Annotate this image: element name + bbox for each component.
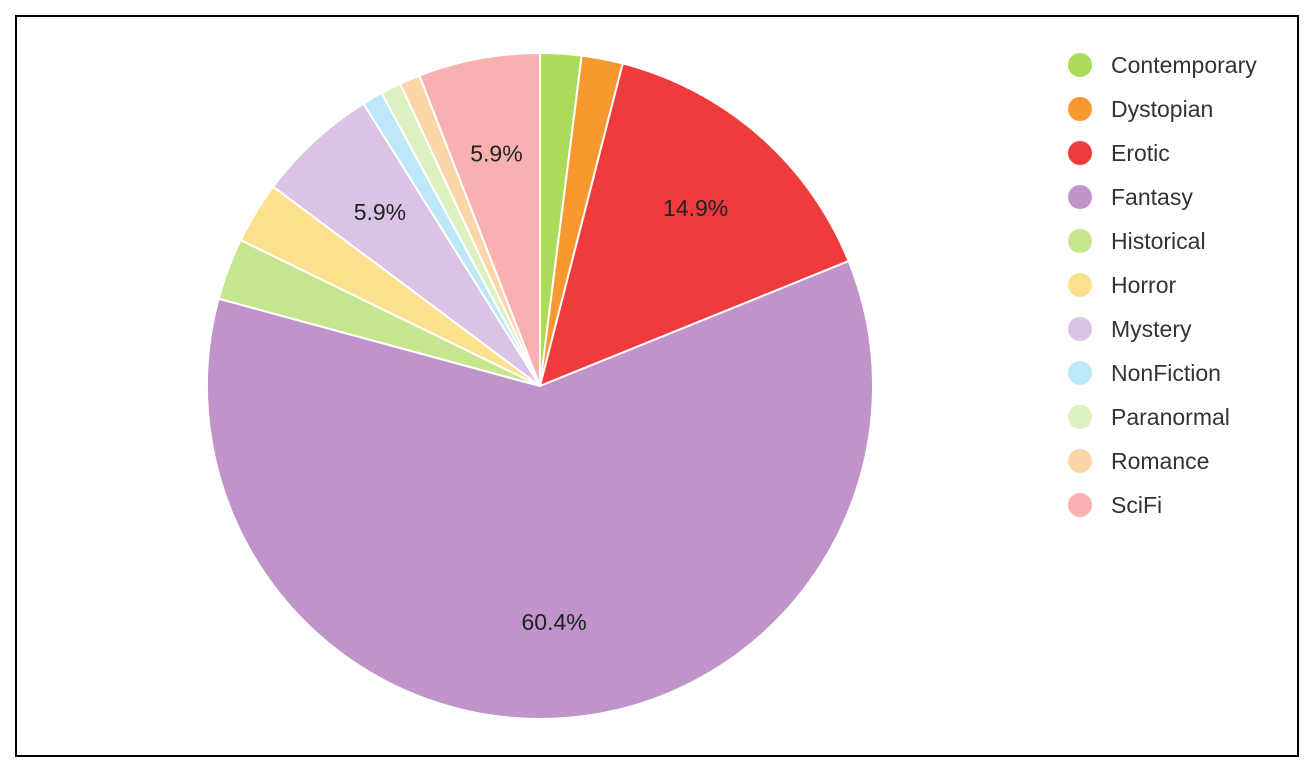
legend-label: Horror [1111, 271, 1177, 298]
pie-slice-fantasy [206, 259, 874, 720]
slice-label-fantasy: 60.4% [521, 609, 586, 635]
legend-label: Fantasy [1111, 183, 1193, 210]
legend-swatch [1068, 317, 1092, 341]
legend-label: SciFi [1111, 491, 1163, 518]
legend-swatch [1068, 273, 1092, 297]
pie-slice-erotic [538, 62, 850, 388]
legend-swatch [1068, 141, 1092, 165]
legend-label: Mystery [1111, 315, 1192, 342]
legend-item-erotic: Erotic [1068, 131, 1257, 175]
pie-slice-labels: 14.9% 60.4% 5.9% 5.9% [354, 141, 729, 635]
legend-item-horror: Horror [1068, 263, 1257, 307]
legend-swatch [1068, 185, 1092, 209]
legend-label: Contemporary [1111, 51, 1257, 78]
legend-item-fantasy: Fantasy [1068, 175, 1257, 219]
legend-label: NonFiction [1111, 359, 1221, 386]
legend-label: Dystopian [1111, 95, 1214, 122]
legend-swatch [1068, 493, 1092, 517]
slice-label-erotic: 14.9% [663, 195, 728, 221]
legend-swatch [1068, 361, 1092, 385]
legend-label: Erotic [1111, 139, 1170, 166]
legend-label: Historical [1111, 227, 1206, 254]
legend-swatch [1068, 97, 1092, 121]
legend-item-romance: Romance [1068, 439, 1257, 483]
legend-item-mystery: Mystery [1068, 307, 1257, 351]
pie-slice-scifi [418, 51, 541, 387]
slice-label-mystery: 5.9% [354, 199, 406, 225]
legend-item-contemporary: Contemporary [1068, 43, 1257, 87]
legend-swatch [1068, 449, 1092, 473]
legend-item-nonfiction: NonFiction [1068, 351, 1257, 395]
legend: Contemporary Dystopian Erotic Fantasy Histor… [1068, 43, 1257, 527]
legend-item-historical: Historical [1068, 219, 1257, 263]
pie-slice-mystery [271, 102, 541, 387]
legend-item-paranormal: Paranormal [1068, 395, 1257, 439]
legend-item-scifi: SciFi [1068, 483, 1257, 527]
legend-swatch [1068, 229, 1092, 253]
legend-swatch [1068, 53, 1092, 77]
pie-slices [206, 51, 874, 720]
legend-label: Romance [1111, 447, 1210, 474]
legend-label: Paranormal [1111, 403, 1230, 430]
slice-label-scifi: 5.9% [470, 141, 522, 167]
legend-swatch [1068, 405, 1092, 429]
legend-item-dystopian: Dystopian [1068, 87, 1257, 131]
